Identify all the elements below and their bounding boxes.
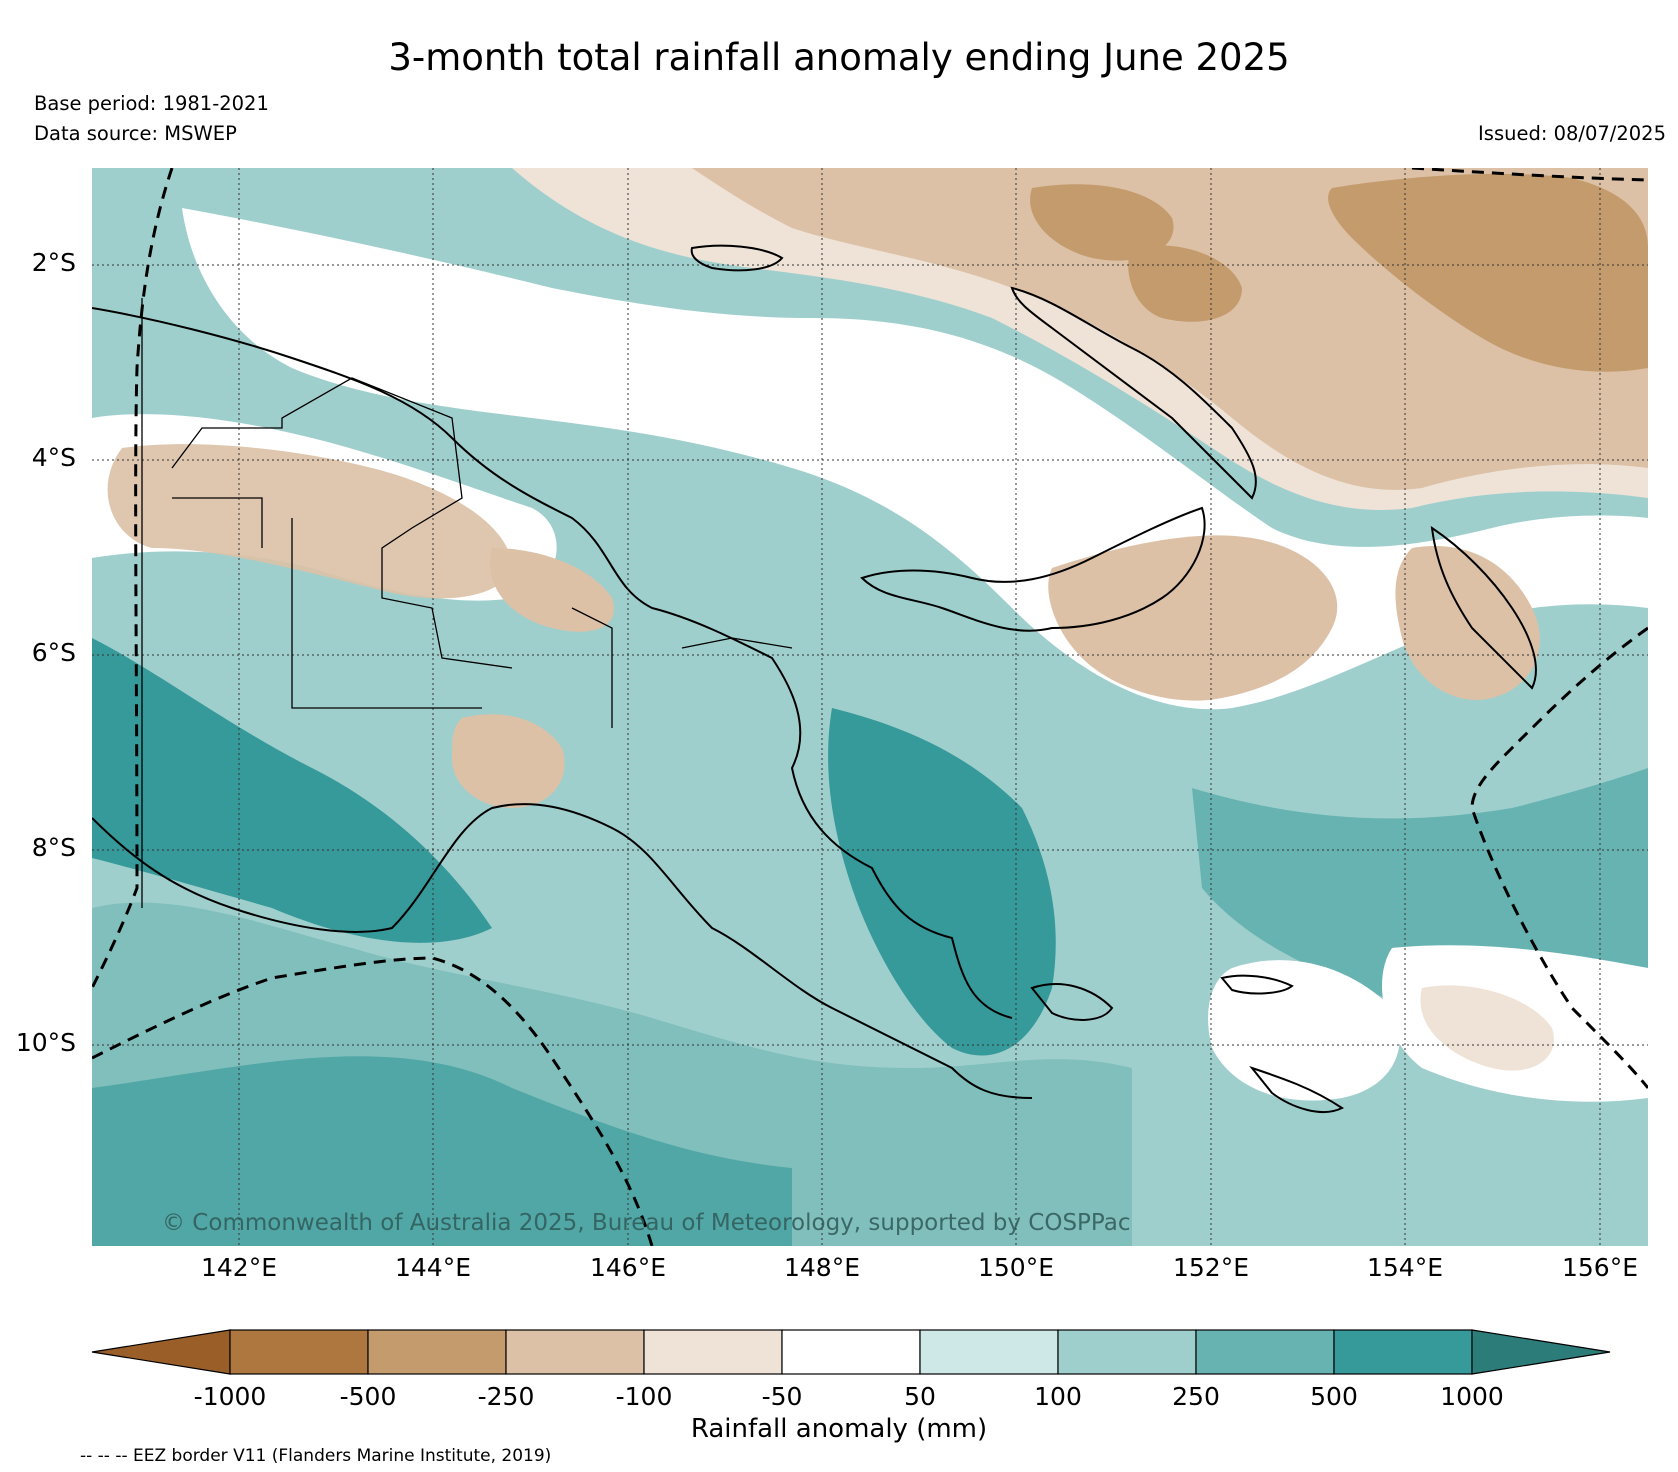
- white-patch-south: [1208, 960, 1400, 1101]
- colorbar-segment: [229, 1329, 369, 1375]
- dentrecasteaux: [1030, 983, 1114, 1021]
- provincial-borders: [141, 298, 793, 908]
- teal-dark-solomon-sea: [828, 708, 1056, 1056]
- lon-label-156e: 156°E: [1561, 1253, 1638, 1282]
- lat-label-2s: 2°S: [31, 248, 76, 277]
- lat-label-8s: 8°S: [31, 833, 76, 862]
- new-guinea-south-coast: [92, 803, 1033, 1099]
- woodlark-island: [1220, 974, 1294, 995]
- colorbar-segment: [781, 1329, 921, 1375]
- eez-borders: [92, 168, 1648, 1246]
- eez-south: [92, 956, 654, 1246]
- lat-label-10s: 10°S: [15, 1028, 76, 1057]
- teal-dark-gulf: [92, 638, 492, 943]
- colorbar-segment: [1057, 1329, 1197, 1375]
- brown-pale-southeast: [1420, 985, 1554, 1071]
- new-ireland: [1010, 286, 1257, 500]
- eez-east: [1470, 626, 1648, 1089]
- colorbar-label: Rainfall anomaly (mm): [690, 1414, 988, 1444]
- colorbar: [91, 1329, 1611, 1375]
- colorbar-extend-low: [91, 1329, 231, 1375]
- lat-label-6s: 6°S: [31, 638, 76, 667]
- lon-label-150e: 150°E: [977, 1253, 1054, 1282]
- lon-label-148e: 148°E: [783, 1253, 860, 1282]
- lon-label-152e: 152°E: [1172, 1253, 1249, 1282]
- colorbar-tick: 1000: [1440, 1382, 1504, 1411]
- colorbar-extend-high: [1471, 1329, 1611, 1375]
- data-source: Data source: MSWEP: [34, 122, 237, 145]
- lon-label-146e: 146°E: [589, 1253, 666, 1282]
- colorbar-tick: 50: [904, 1382, 936, 1411]
- page-title: 3-month total rainfall anomaly ending Ju…: [388, 36, 1290, 79]
- lon-label-144e: 144°E: [394, 1253, 471, 1282]
- colorbar-segment: [505, 1329, 645, 1375]
- colorbar-tick: 250: [1172, 1382, 1220, 1411]
- brown-light-highlands-2: [490, 548, 614, 632]
- colorbar-tick: 500: [1310, 1382, 1358, 1411]
- colorbar-tick: -500: [339, 1382, 397, 1411]
- colorbar-tick: -250: [477, 1382, 535, 1411]
- colorbar-segment: [643, 1329, 783, 1375]
- brown-mid-north-3: [1128, 245, 1242, 322]
- rainfall-anomaly-map: © Commonwealth of Australia 2025, Bureau…: [92, 168, 1648, 1246]
- colorbar-tick: -50: [761, 1382, 803, 1411]
- colorbar-segments: [91, 1329, 1611, 1375]
- colorbar-segment: [919, 1329, 1059, 1375]
- colorbar-segment: [1195, 1329, 1335, 1375]
- base-period: Base period: 1981-2021: [34, 92, 269, 115]
- lon-label-154e: 154°E: [1366, 1253, 1443, 1282]
- eez-northeast: [1411, 168, 1648, 182]
- eez-west: [92, 168, 174, 989]
- colorbar-segment: [367, 1329, 507, 1375]
- brown-light-highlands: [452, 714, 565, 808]
- brown-mid-north-2: [1030, 184, 1174, 261]
- brown-mid-north: [1328, 173, 1648, 372]
- teal-dark-south-west: [92, 902, 1132, 1246]
- colorbar-tick: 100: [1034, 1382, 1082, 1411]
- lat-label-4s: 4°S: [31, 443, 76, 472]
- graticule: [92, 168, 1648, 1246]
- coastlines: [92, 244, 1537, 1113]
- louisiade: [1249, 1065, 1344, 1113]
- issued-date: Issued: 08/07/2025: [1478, 122, 1666, 145]
- eez-legend-note: -- -- -- EEZ border V11 (Flanders Marine…: [80, 1446, 552, 1466]
- copyright-text: © Commonwealth of Australia 2025, Bureau…: [162, 1210, 1131, 1236]
- colorbar-tick: -100: [615, 1382, 673, 1411]
- colorbar-segment: [1333, 1329, 1473, 1375]
- bougainville: [1430, 525, 1537, 690]
- brown-light-central: [1048, 535, 1338, 701]
- brown-light-west: [107, 444, 513, 599]
- new-britain: [860, 506, 1206, 632]
- new-guinea-north-coast: [92, 307, 1013, 1019]
- lon-label-142e: 142°E: [200, 1253, 277, 1282]
- colorbar-tick: -1000: [193, 1382, 267, 1411]
- manus-island: [690, 244, 784, 272]
